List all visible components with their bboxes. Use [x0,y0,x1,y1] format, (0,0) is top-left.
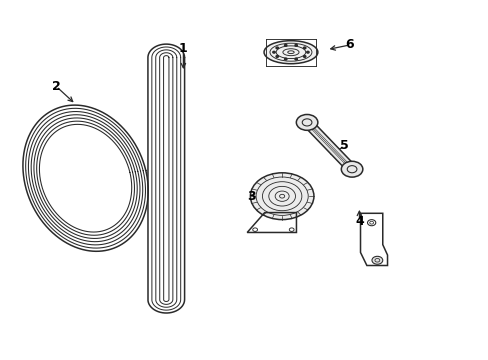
Circle shape [296,114,317,130]
Circle shape [284,44,286,46]
Polygon shape [302,120,356,171]
Text: 6: 6 [345,39,353,51]
Text: 3: 3 [247,190,256,203]
Circle shape [303,47,305,49]
Circle shape [294,44,297,46]
Ellipse shape [264,41,317,64]
Circle shape [275,47,278,49]
Circle shape [294,58,297,60]
Text: 1: 1 [179,42,187,55]
Circle shape [303,55,305,57]
Circle shape [284,58,286,60]
Text: 5: 5 [340,139,348,152]
Circle shape [275,55,278,57]
Circle shape [250,173,313,220]
Text: 4: 4 [354,215,363,228]
Circle shape [306,51,308,53]
Circle shape [272,51,275,53]
Text: 2: 2 [52,80,61,93]
Circle shape [371,256,382,264]
Circle shape [341,161,362,177]
